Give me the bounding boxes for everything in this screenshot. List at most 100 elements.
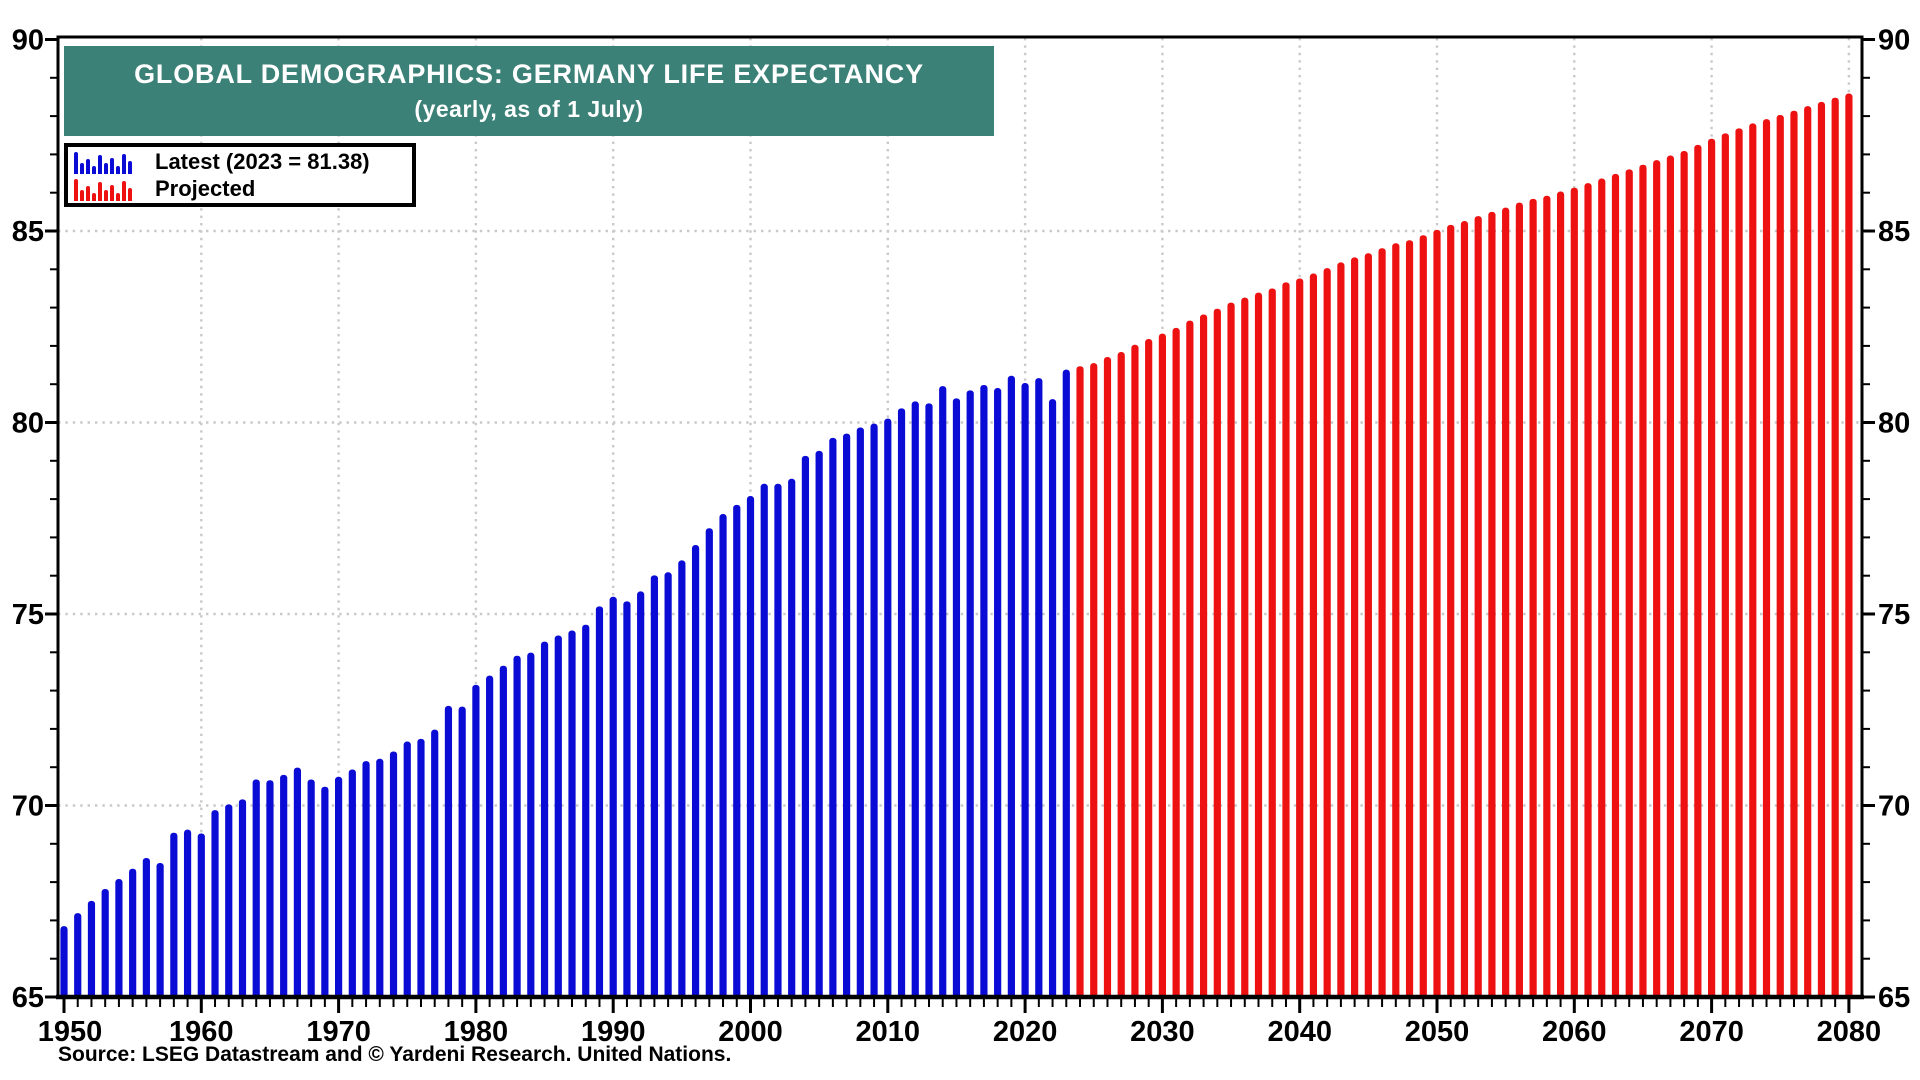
mini-bar (98, 154, 102, 174)
bar-1985 (540, 641, 549, 999)
bar-2075 (1776, 114, 1784, 1000)
bar-2034 (1213, 308, 1221, 999)
y-axis-label-left-70: 70 (12, 791, 44, 823)
bar-2026 (1103, 357, 1112, 1000)
bar-2018 (994, 388, 1002, 999)
bar-2041 (1309, 273, 1318, 999)
y-axis-label-left-75: 75 (12, 599, 44, 631)
bar-2010 (884, 418, 892, 999)
y-axis-label-left-65: 65 (12, 982, 44, 1014)
legend-box: Latest (2023 = 81.38) Projected (64, 143, 416, 207)
bar-1964 (252, 779, 260, 999)
x-axis-label-2000: 2000 (718, 1016, 783, 1048)
mini-bar (80, 189, 84, 201)
bar-2064 (1625, 169, 1633, 999)
bar-1992 (637, 591, 645, 999)
y-axis-label-right-65: 65 (1878, 982, 1910, 1014)
chart-subtitle: (yearly, as of 1 July) (414, 96, 644, 122)
x-axis-label-2030: 2030 (1130, 1016, 1195, 1048)
bar-2069 (1694, 144, 1702, 999)
bar-1962 (225, 804, 233, 999)
bar-2006 (829, 437, 837, 999)
bar-2074 (1762, 119, 1771, 999)
mini-bar (122, 153, 126, 174)
bar-1986 (554, 635, 562, 999)
legend-label-latest: Latest (2023 = 81.38) (155, 148, 370, 174)
bar-2016 (966, 390, 974, 999)
bar-2027 (1117, 352, 1125, 999)
bar-1970 (335, 776, 343, 999)
bar-2029 (1145, 339, 1153, 1000)
bar-2001 (760, 483, 768, 999)
bar-2077 (1804, 106, 1812, 1000)
y-axis-label-right-80: 80 (1878, 408, 1910, 440)
bar-2017 (980, 384, 988, 999)
bar-2052 (1460, 221, 1469, 1000)
bar-2013 (925, 403, 933, 1000)
bar-2049 (1419, 235, 1427, 999)
bar-2031 (1172, 327, 1180, 999)
bar-1973 (376, 758, 384, 999)
mini-bar (128, 160, 132, 174)
bar-1972 (362, 761, 370, 999)
legend-item-projected: Projected (74, 176, 406, 201)
bar-2038 (1268, 288, 1276, 999)
x-axis-label-2010: 2010 (856, 1016, 921, 1048)
bar-2061 (1584, 183, 1592, 999)
mini-bar (122, 180, 126, 201)
bar-2044 (1351, 257, 1359, 999)
bar-2054 (1488, 211, 1496, 1000)
bar-1961 (211, 810, 219, 999)
y-axis-label-left-90: 90 (12, 25, 44, 57)
bar-1991 (623, 601, 631, 999)
bar-2002 (774, 483, 782, 999)
x-axis-label-2070: 2070 (1679, 1016, 1744, 1048)
x-axis-label-1950: 1950 (38, 1016, 103, 1048)
bar-2059 (1556, 191, 1565, 999)
bar-2065 (1639, 164, 1647, 1000)
bar-2039 (1282, 282, 1290, 999)
bar-2080 (1845, 93, 1853, 1000)
x-axis-label-1970: 1970 (306, 1016, 371, 1048)
bar-1975 (403, 741, 411, 999)
bar-2030 (1158, 333, 1166, 999)
bar-1996 (691, 545, 700, 999)
bar-1969 (321, 786, 329, 999)
mini-bar (128, 187, 132, 201)
bar-2067 (1666, 155, 1675, 999)
bar-1963 (238, 799, 247, 999)
bar-1968 (307, 779, 315, 999)
bar-2066 (1653, 160, 1661, 999)
bar-2070 (1708, 138, 1716, 999)
bar-2063 (1611, 173, 1620, 1000)
bar-2050 (1433, 229, 1441, 999)
bar-2021 (1035, 378, 1043, 999)
bar-1979 (458, 706, 466, 999)
mini-bar (86, 185, 90, 201)
red-bars-icon (74, 177, 146, 201)
bar-1959 (183, 829, 192, 999)
bar-2056 (1515, 202, 1523, 999)
bar-2011 (897, 408, 906, 1000)
bar-2004 (801, 455, 810, 999)
bar-1955 (129, 868, 137, 999)
legend-item-latest: Latest (2023 = 81.38) (74, 149, 406, 174)
bar-1997 (705, 528, 713, 999)
bar-2068 (1680, 150, 1688, 999)
mini-bar (74, 151, 78, 174)
bar-2020 (1021, 383, 1029, 999)
bar-2043 (1337, 262, 1345, 999)
bar-1983 (513, 655, 521, 999)
bar-1981 (486, 675, 494, 999)
mini-bar (86, 158, 90, 174)
x-axis-label-1960: 1960 (169, 1016, 234, 1048)
bar-2062 (1598, 178, 1606, 1000)
bar-2008 (856, 427, 864, 999)
bar-2055 (1502, 207, 1510, 1000)
bar-2036 (1241, 297, 1249, 1000)
bar-2053 (1474, 216, 1482, 1000)
x-axis-label-2080: 2080 (1817, 1016, 1882, 1048)
mini-bar (104, 189, 108, 201)
bar-1971 (348, 769, 356, 999)
